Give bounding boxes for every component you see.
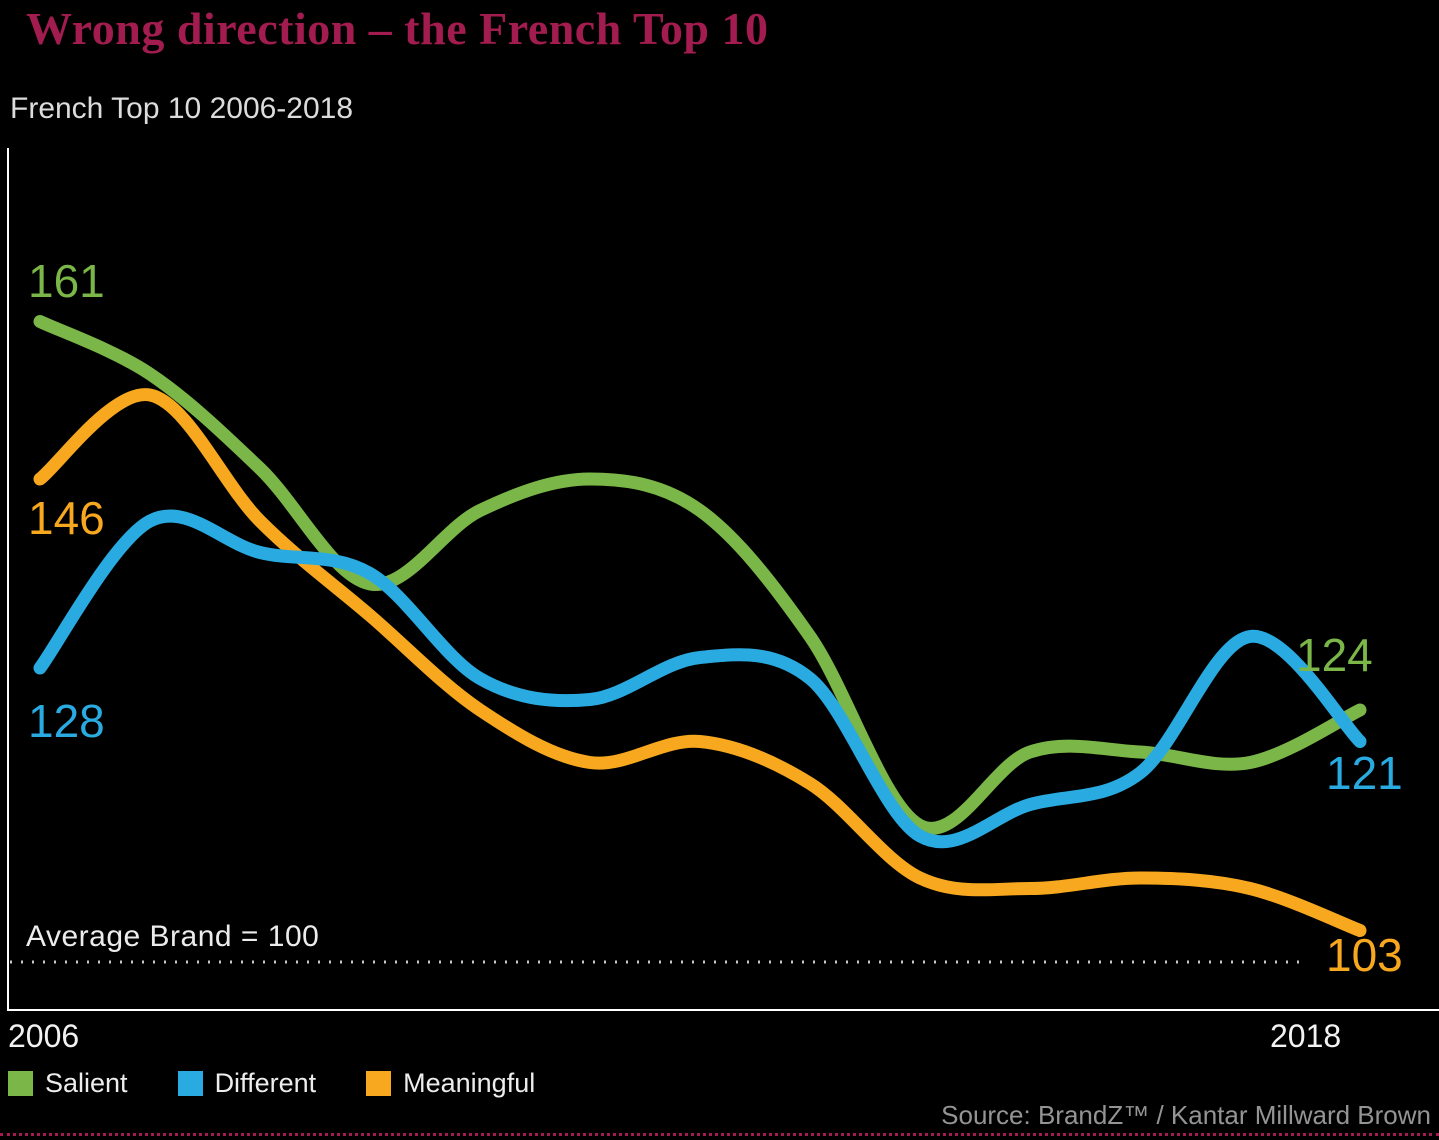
source-credit: Source: BrandZ™ / Kantar Millward Brown [941, 1100, 1431, 1130]
line-salient [33, 315, 1367, 835]
value-label-different-start: 128 [28, 695, 105, 747]
legend-swatch-different [177, 1071, 203, 1096]
legend-label-meaningful: Meaningful [403, 1068, 536, 1098]
legend-item-salient: Salient [8, 1068, 128, 1099]
value-label-salient-end: 124 [1296, 629, 1373, 681]
x-axis-label-2006: 2006 [8, 1018, 80, 1054]
chart-title: Wrong direction – the French Top 10 [26, 3, 769, 54]
legend: Salient Different Meaningful [8, 1068, 535, 1099]
line-meaningful [33, 388, 1367, 937]
legend-item-different: Different [177, 1068, 317, 1099]
chart-subtitle: French Top 10 2006-2018 [10, 92, 354, 125]
value-label-salient-start: 161 [28, 255, 105, 307]
average-baseline-label: Average Brand = 100 [26, 920, 320, 953]
legend-item-meaningful: Meaningful [366, 1068, 535, 1099]
value-label-meaningful-end: 103 [1326, 929, 1403, 981]
bottom-dotted-rule [0, 1133, 1439, 1136]
axis-frame [7, 148, 1439, 1011]
line-different [33, 509, 1367, 849]
x-axis-label-2018: 2018 [1270, 1018, 1342, 1054]
legend-label-salient: Salient [45, 1068, 128, 1098]
series-layer [33, 315, 1367, 937]
legend-swatch-meaningful [366, 1071, 392, 1096]
legend-label-different: Different [214, 1068, 317, 1098]
value-label-different-end: 121 [1326, 747, 1403, 799]
legend-swatch-salient [8, 1071, 33, 1096]
value-label-meaningful-start: 146 [28, 492, 105, 544]
